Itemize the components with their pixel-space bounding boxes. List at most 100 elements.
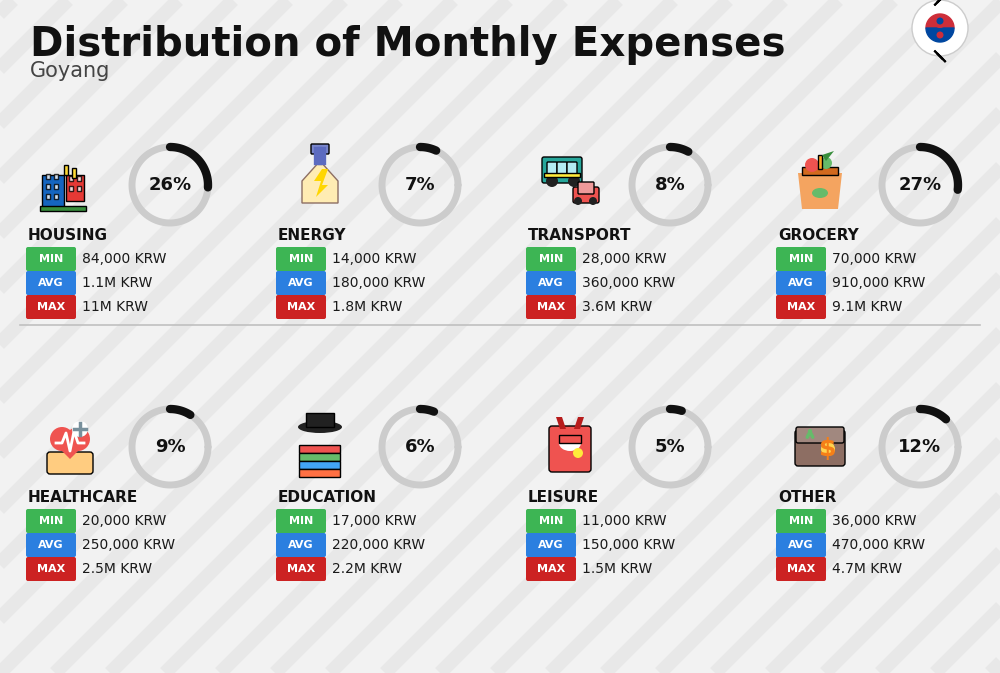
Text: 11M KRW: 11M KRW <box>82 300 148 314</box>
Polygon shape <box>926 14 954 28</box>
FancyBboxPatch shape <box>276 509 326 533</box>
FancyBboxPatch shape <box>26 271 76 295</box>
Text: 910,000 KRW: 910,000 KRW <box>832 276 925 290</box>
Text: 7%: 7% <box>405 176 435 194</box>
FancyBboxPatch shape <box>795 430 845 466</box>
FancyBboxPatch shape <box>578 182 594 194</box>
Text: 70,000 KRW: 70,000 KRW <box>832 252 916 266</box>
FancyBboxPatch shape <box>276 247 326 271</box>
Text: HOUSING: HOUSING <box>28 227 108 242</box>
Polygon shape <box>52 441 88 459</box>
Circle shape <box>820 157 832 169</box>
FancyBboxPatch shape <box>306 413 334 427</box>
Polygon shape <box>302 161 338 203</box>
FancyBboxPatch shape <box>776 271 826 295</box>
Text: 6%: 6% <box>405 438 435 456</box>
Circle shape <box>72 421 88 437</box>
Text: 1.1M KRW: 1.1M KRW <box>82 276 152 290</box>
Text: 20,000 KRW: 20,000 KRW <box>82 514 166 528</box>
Polygon shape <box>798 173 842 209</box>
FancyBboxPatch shape <box>547 162 557 174</box>
Text: 36,000 KRW: 36,000 KRW <box>832 514 916 528</box>
FancyBboxPatch shape <box>300 454 340 462</box>
FancyBboxPatch shape <box>47 452 93 474</box>
Text: EDUCATION: EDUCATION <box>278 489 377 505</box>
Text: 4.7M KRW: 4.7M KRW <box>832 562 902 576</box>
Text: 11,000 KRW: 11,000 KRW <box>582 514 667 528</box>
FancyBboxPatch shape <box>776 557 826 581</box>
Ellipse shape <box>812 188 828 198</box>
Text: MIN: MIN <box>539 516 563 526</box>
FancyBboxPatch shape <box>526 247 576 271</box>
FancyBboxPatch shape <box>54 174 58 179</box>
Text: 220,000 KRW: 220,000 KRW <box>332 538 425 552</box>
Text: MIN: MIN <box>539 254 563 264</box>
Text: 84,000 KRW: 84,000 KRW <box>82 252 166 266</box>
Text: 1.8M KRW: 1.8M KRW <box>332 300 402 314</box>
Text: OTHER: OTHER <box>778 489 836 505</box>
FancyBboxPatch shape <box>776 509 826 533</box>
Circle shape <box>805 158 819 172</box>
Polygon shape <box>556 417 566 429</box>
FancyBboxPatch shape <box>544 173 580 177</box>
FancyBboxPatch shape <box>46 194 50 199</box>
FancyBboxPatch shape <box>46 184 50 189</box>
FancyBboxPatch shape <box>54 184 58 189</box>
Text: HEALTHCARE: HEALTHCARE <box>28 489 138 505</box>
Text: MAX: MAX <box>37 302 65 312</box>
Text: AVG: AVG <box>788 278 814 288</box>
Text: 8%: 8% <box>655 176 685 194</box>
Text: MAX: MAX <box>787 302 815 312</box>
FancyBboxPatch shape <box>276 271 326 295</box>
Ellipse shape <box>821 442 835 456</box>
Text: MIN: MIN <box>289 516 313 526</box>
Text: AVG: AVG <box>788 540 814 550</box>
Text: MAX: MAX <box>537 302 565 312</box>
FancyBboxPatch shape <box>567 162 577 174</box>
FancyBboxPatch shape <box>69 176 73 181</box>
Text: 3.6M KRW: 3.6M KRW <box>582 300 652 314</box>
Text: MAX: MAX <box>287 302 315 312</box>
FancyBboxPatch shape <box>300 470 340 478</box>
Polygon shape <box>314 169 328 197</box>
FancyBboxPatch shape <box>26 533 76 557</box>
Text: LEISURE: LEISURE <box>528 489 599 505</box>
FancyBboxPatch shape <box>64 165 68 175</box>
FancyBboxPatch shape <box>526 295 576 319</box>
FancyBboxPatch shape <box>26 509 76 533</box>
Circle shape <box>589 197 597 205</box>
FancyBboxPatch shape <box>557 162 567 174</box>
Circle shape <box>66 427 90 451</box>
Text: MIN: MIN <box>789 516 813 526</box>
FancyBboxPatch shape <box>40 206 86 211</box>
FancyBboxPatch shape <box>77 186 81 191</box>
Text: 360,000 KRW: 360,000 KRW <box>582 276 675 290</box>
Text: GROCERY: GROCERY <box>778 227 859 242</box>
Text: MAX: MAX <box>537 564 565 574</box>
FancyBboxPatch shape <box>776 295 826 319</box>
Text: MAX: MAX <box>787 564 815 574</box>
FancyBboxPatch shape <box>276 557 326 581</box>
FancyBboxPatch shape <box>42 175 64 209</box>
FancyBboxPatch shape <box>276 295 326 319</box>
FancyBboxPatch shape <box>796 427 844 443</box>
FancyBboxPatch shape <box>526 533 576 557</box>
Circle shape <box>933 14 947 28</box>
Text: MIN: MIN <box>289 254 313 264</box>
FancyBboxPatch shape <box>549 426 591 472</box>
Text: AVG: AVG <box>538 278 564 288</box>
Text: MIN: MIN <box>789 254 813 264</box>
Circle shape <box>50 427 74 451</box>
Circle shape <box>568 175 580 187</box>
Text: ENERGY: ENERGY <box>278 227 347 242</box>
FancyBboxPatch shape <box>54 194 58 199</box>
Text: TRANSPORT: TRANSPORT <box>528 227 632 242</box>
FancyBboxPatch shape <box>311 144 329 154</box>
Text: $: $ <box>819 437 837 461</box>
FancyBboxPatch shape <box>69 186 73 191</box>
Text: AVG: AVG <box>38 540 64 550</box>
Circle shape <box>936 32 944 38</box>
Text: 1.5M KRW: 1.5M KRW <box>582 562 652 576</box>
Polygon shape <box>822 151 834 161</box>
Text: 27%: 27% <box>898 176 942 194</box>
